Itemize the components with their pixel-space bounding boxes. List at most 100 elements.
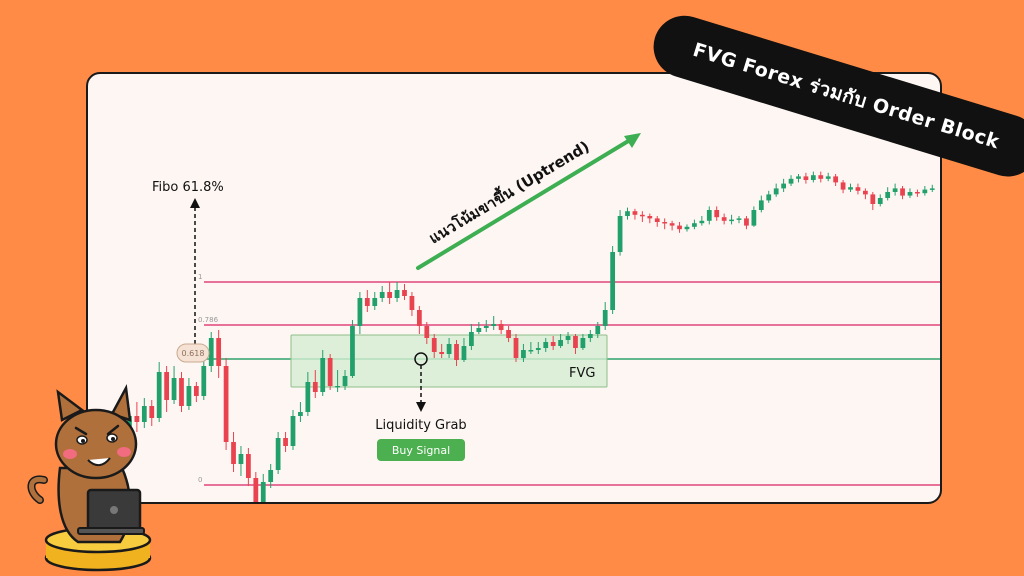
candle-bearish: [439, 352, 445, 354]
candle-bearish: [506, 330, 511, 338]
candle-bearish: [134, 416, 140, 422]
candle-bearish: [870, 194, 876, 204]
candle-bearish: [387, 292, 393, 298]
candle-bullish: [535, 348, 541, 350]
candle-bullish: [268, 470, 274, 482]
candle-bearish: [327, 358, 333, 386]
candle-bullish: [350, 326, 355, 376]
candle-bearish: [900, 188, 905, 196]
candle-bullish: [684, 226, 690, 230]
candle-bearish: [855, 187, 861, 191]
candle-bearish: [283, 438, 288, 446]
candle-bearish: [647, 216, 653, 219]
candle-bullish: [929, 188, 935, 190]
candle-bullish: [848, 187, 853, 190]
fib-618-badge: [176, 343, 210, 363]
candle-bullish: [469, 332, 474, 346]
fib-level-label: 0.786: [198, 316, 219, 324]
candle-bullish: [342, 376, 348, 386]
candle-bearish: [632, 211, 638, 215]
chart-card: 1 0.786 0 แนวโน้มขาขึ้น (Uptrend) Fibo 61.…: [86, 72, 942, 504]
candle-bullish: [461, 346, 467, 360]
candle-bullish: [446, 344, 452, 354]
candle-bullish: [751, 210, 757, 226]
cat-mascot-icon: [27, 383, 152, 572]
candle-bullish: [521, 350, 526, 358]
candle-bullish: [320, 358, 326, 392]
candle-bullish: [372, 298, 378, 306]
candle-bullish: [781, 183, 786, 189]
fibo-label: Fibo 61.8%: [152, 180, 224, 195]
candle-bearish: [721, 217, 727, 221]
candle-bearish: [840, 182, 846, 190]
candle-bullish: [625, 211, 630, 216]
candle-bearish: [312, 382, 318, 392]
candle-bullish: [558, 340, 563, 346]
candle-bearish: [253, 478, 259, 502]
candle-bearish: [498, 324, 504, 330]
candle-bullish: [692, 223, 697, 227]
candle-bullish: [706, 210, 712, 221]
candle-bullish: [565, 336, 571, 340]
candle-bearish: [803, 176, 809, 180]
candle-bullish: [595, 326, 601, 334]
candle-bullish: [260, 482, 266, 502]
candle-bullish: [922, 189, 928, 194]
candle-bullish: [773, 188, 779, 195]
candle-bullish: [580, 338, 586, 348]
candle-bearish: [193, 386, 199, 396]
candle-bullish: [491, 324, 497, 326]
candle-bullish: [907, 192, 913, 196]
liquidity-label: Liquidity Grab: [375, 418, 466, 433]
candle-bullish: [141, 406, 147, 422]
candle-bullish: [156, 372, 162, 418]
candle-bullish: [379, 292, 385, 298]
candle-bullish: [602, 310, 608, 326]
candle-bearish: [863, 190, 868, 195]
candle-bullish: [610, 252, 616, 310]
fvg-label: FVG: [569, 366, 595, 381]
candle-bearish: [402, 290, 407, 296]
candle-bullish: [290, 416, 296, 446]
candle-bearish: [164, 372, 169, 400]
uptrend-label: แนวโน้มขาขึ้น (Uptrend): [424, 135, 592, 248]
candle-bullish: [788, 178, 794, 184]
candle-bearish: [223, 366, 229, 442]
candle-bullish: [394, 290, 400, 298]
candle-bearish: [669, 223, 675, 226]
candle-bullish: [617, 216, 623, 252]
candle-bullish: [885, 192, 891, 198]
candle-bullish: [587, 334, 593, 338]
fvg-zone: [290, 334, 608, 388]
candle-bullish: [476, 328, 482, 332]
candle-bullish: [810, 175, 816, 180]
fib-618-badge-label: 0.618: [182, 349, 205, 358]
candle-bearish: [246, 454, 251, 478]
candle-bearish: [424, 326, 430, 338]
candle-bullish: [736, 218, 742, 220]
candle-bearish: [744, 218, 749, 226]
candle-bearish: [513, 338, 519, 358]
candle-bullish: [528, 350, 534, 352]
candle-bearish: [654, 218, 660, 222]
candle-bullish: [357, 298, 363, 326]
candle-bullish: [186, 386, 192, 406]
candle-bearish: [833, 176, 839, 183]
buy-signal-label: Buy Signal: [392, 444, 450, 457]
candle-bullish: [298, 412, 303, 416]
candle-bearish: [714, 210, 720, 218]
candle-bullish: [892, 188, 898, 192]
fib-level-label: 0: [198, 476, 202, 484]
candle-bearish: [416, 310, 422, 326]
buy-signal-badge[interactable]: Buy Signal: [377, 439, 465, 461]
candle-bearish: [364, 298, 370, 306]
candle-bearish: [550, 342, 556, 346]
fibo-arrowhead: [190, 198, 200, 208]
candle-bullish: [825, 176, 831, 179]
candle-bearish: [454, 344, 459, 360]
candle-bearish: [639, 214, 645, 217]
candle-bullish: [483, 326, 489, 328]
candles: [97, 171, 935, 502]
candle-bullish: [305, 382, 311, 412]
candle-bearish: [818, 175, 824, 179]
